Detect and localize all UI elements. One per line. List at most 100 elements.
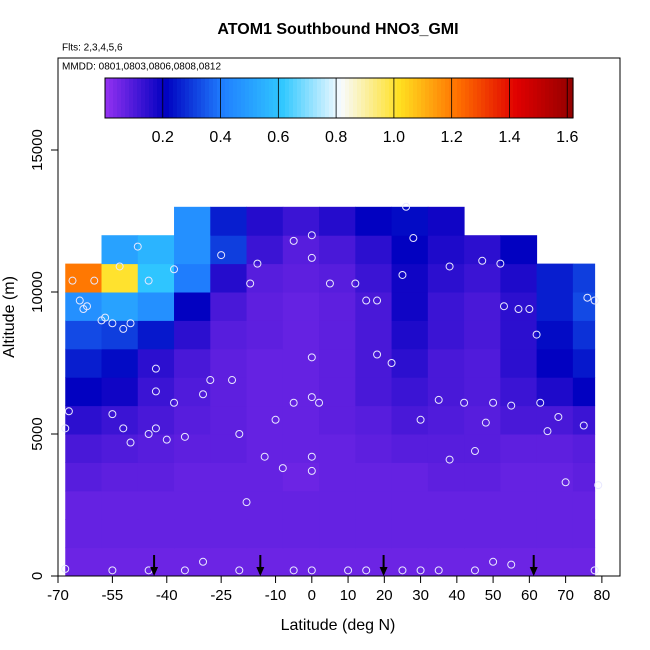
flight-point bbox=[470, 447, 479, 456]
flight-point bbox=[507, 560, 516, 569]
flight-point bbox=[126, 319, 135, 328]
flight-point bbox=[253, 259, 262, 268]
colorbar-segment bbox=[557, 78, 562, 118]
colorbar-segment bbox=[461, 78, 466, 118]
flight-point bbox=[416, 415, 425, 424]
heatmap-cell bbox=[536, 519, 574, 549]
heatmap-cell bbox=[572, 490, 596, 520]
x-tick-label: 70 bbox=[557, 587, 574, 604]
flight-point bbox=[307, 466, 316, 475]
heatmap-cell bbox=[282, 348, 320, 378]
heatmap-cell bbox=[536, 490, 574, 520]
heatmap-cell bbox=[536, 348, 574, 378]
colorbar-segment bbox=[421, 78, 426, 118]
heatmap-cell bbox=[246, 377, 284, 407]
flight-point bbox=[206, 376, 215, 385]
heatmap-cell bbox=[174, 348, 211, 378]
heatmap-cell bbox=[65, 377, 103, 407]
flight-point bbox=[289, 236, 298, 245]
flight-point bbox=[373, 296, 382, 305]
y-axis-label: Altitude (m) bbox=[1, 276, 18, 358]
heatmap-cell bbox=[427, 462, 465, 492]
flight-point bbox=[180, 432, 189, 441]
heatmap-cell bbox=[65, 405, 103, 435]
colorbar-segment bbox=[337, 78, 342, 118]
heatmap-cell bbox=[101, 292, 139, 321]
heatmap-cell bbox=[101, 235, 139, 265]
heatmap-cell bbox=[500, 490, 538, 520]
heatmap-cell bbox=[355, 519, 393, 549]
colorbar-segment bbox=[473, 78, 478, 118]
flight-point bbox=[387, 359, 396, 368]
heatmap-cell bbox=[536, 377, 574, 407]
heatmap-cell bbox=[246, 235, 284, 265]
heatmap-cell bbox=[210, 320, 248, 350]
heatmap-cell bbox=[500, 263, 538, 293]
heatmap-cell bbox=[536, 405, 574, 435]
colorbar-segment bbox=[305, 78, 310, 118]
colorbar-segment bbox=[373, 78, 378, 118]
heatmap-cell bbox=[282, 292, 320, 321]
heatmap-cell bbox=[137, 462, 175, 492]
annotation: MMDD: 0801,0803,0806,0808,0812 bbox=[62, 62, 221, 73]
x-tick-label: -70 bbox=[47, 587, 69, 604]
flight-point bbox=[590, 566, 599, 575]
heatmap-cell bbox=[536, 292, 574, 321]
colorbar-segment bbox=[233, 78, 238, 118]
colorbar-segment bbox=[545, 78, 550, 118]
heatmap-cell bbox=[65, 462, 103, 492]
heatmap-cell bbox=[137, 405, 175, 435]
heatmap-cell bbox=[101, 320, 139, 350]
colorbar-segment bbox=[385, 78, 390, 118]
colorbar-segment bbox=[241, 78, 246, 118]
flight-point bbox=[235, 566, 244, 575]
heatmap-cell bbox=[65, 263, 103, 293]
heatmap-cell bbox=[137, 292, 175, 321]
heatmap-cell bbox=[246, 320, 284, 350]
flight-point bbox=[594, 481, 603, 490]
colorbar-segment bbox=[301, 78, 306, 118]
flight-point bbox=[307, 393, 316, 402]
flight-point bbox=[590, 296, 599, 305]
heatmap-cell bbox=[282, 320, 320, 350]
flight-point bbox=[115, 262, 124, 271]
flight-point bbox=[325, 279, 334, 288]
heatmap-cell bbox=[572, 547, 596, 577]
flight-point bbox=[151, 364, 160, 373]
heatmap-cell bbox=[500, 547, 538, 577]
heatmap-cell bbox=[391, 292, 429, 321]
colorbar-segment bbox=[165, 78, 170, 118]
y-tick-label: 5000 bbox=[29, 417, 46, 450]
flight-point bbox=[489, 398, 498, 407]
flight-point bbox=[119, 424, 128, 433]
colorbar-segment bbox=[161, 78, 166, 118]
colorbar-segment bbox=[253, 78, 258, 118]
colorbar-segment bbox=[125, 78, 130, 118]
heatmap-cell bbox=[137, 320, 175, 350]
flight-point bbox=[289, 398, 298, 407]
flight-point bbox=[536, 398, 545, 407]
heatmap-cell bbox=[355, 434, 393, 463]
heatmap-cell bbox=[174, 377, 211, 407]
x-tick-label: 20 bbox=[376, 587, 393, 604]
colorbar-segment bbox=[269, 78, 274, 118]
colorbar-segment bbox=[445, 78, 450, 118]
flight-point bbox=[307, 231, 316, 240]
heatmap-cell bbox=[319, 405, 356, 435]
colorbar-segment bbox=[117, 78, 122, 118]
heatmap-cell bbox=[464, 263, 501, 293]
flight-point bbox=[496, 259, 505, 268]
colorbar-segment bbox=[313, 78, 318, 118]
heatmap-cell bbox=[536, 263, 574, 293]
heatmap-cell bbox=[210, 263, 248, 293]
flight-point bbox=[119, 324, 128, 333]
colorbar-segment bbox=[225, 78, 230, 118]
colorbar-segment bbox=[149, 78, 154, 118]
heatmap-cell bbox=[464, 434, 501, 463]
flight-point bbox=[434, 395, 443, 404]
heatmap-cell bbox=[319, 206, 356, 236]
colorbar-segment bbox=[525, 78, 530, 118]
heatmap-cell bbox=[246, 206, 284, 236]
colorbar-segment bbox=[429, 78, 434, 118]
